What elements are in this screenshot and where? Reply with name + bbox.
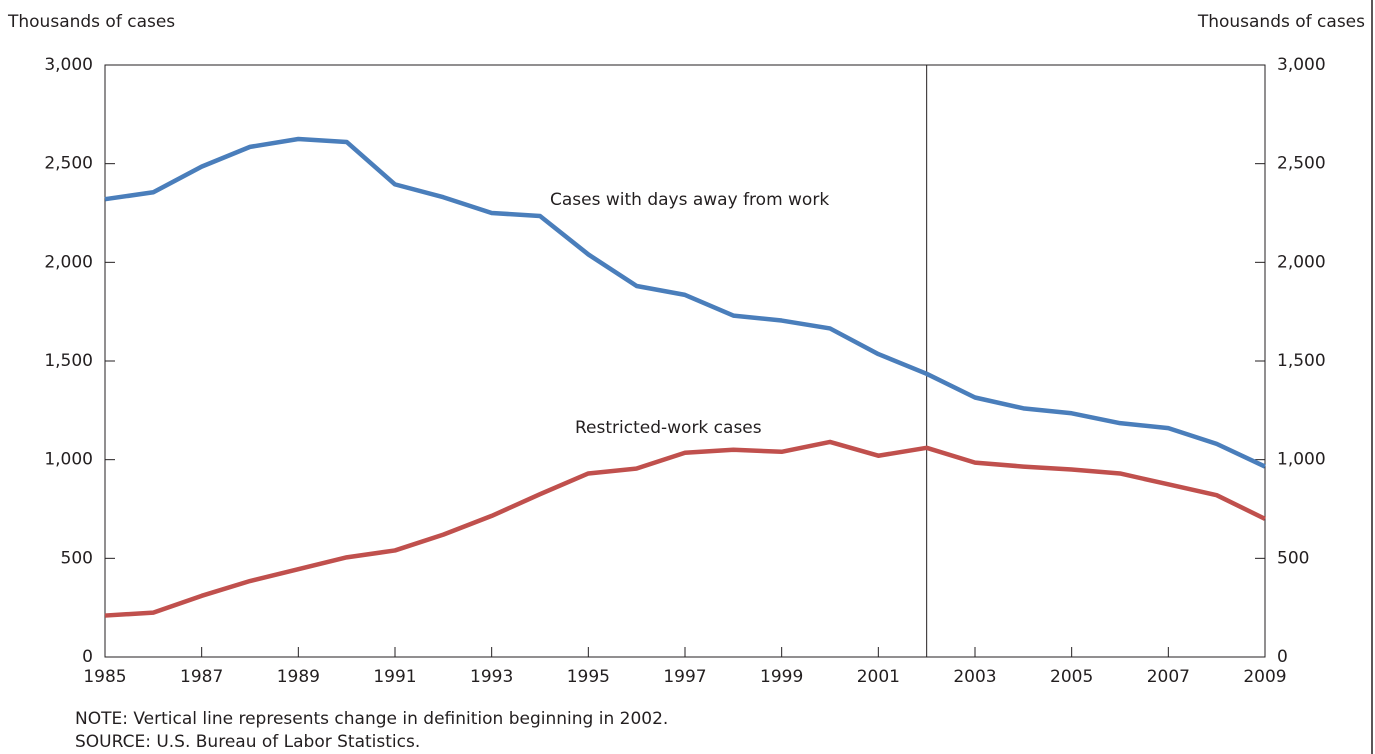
y-tick-label: 0 [82, 647, 93, 667]
y2-axis-label: Thousands of cases [1197, 12, 1365, 32]
y-tick-label: 1,000 [44, 450, 93, 470]
x-tick-label: 2007 [1147, 667, 1190, 687]
plot-frame [104, 64, 1266, 658]
x-tick-label: 1995 [567, 667, 610, 687]
x-tick-label: 1999 [760, 667, 803, 687]
y-axis-label: Thousands of cases [7, 12, 175, 32]
y2-tick-label: 3,000 [1277, 55, 1326, 75]
y-tick-label: 2,000 [44, 252, 93, 272]
x-tick-label: 1989 [277, 667, 320, 687]
series-line [104, 136, 1266, 469]
x-tick-label: 1993 [470, 667, 513, 687]
y-tick-label: 500 [61, 548, 93, 568]
x-tick-label: 1991 [373, 667, 416, 687]
y2-tick-label: 0 [1277, 647, 1288, 667]
y2-tick-label: 500 [1277, 548, 1309, 568]
y2-tick-label: 1,500 [1277, 351, 1326, 371]
y-tick-label: 1,500 [44, 351, 93, 371]
x-tick-label: 2003 [953, 667, 996, 687]
x-tick-label: 1987 [180, 667, 223, 687]
x-tick-label: 1985 [83, 667, 126, 687]
y-tick-label: 2,500 [44, 154, 93, 174]
y2-tick-label: 2,000 [1277, 252, 1326, 272]
series-line [104, 439, 1266, 618]
note: NOTE: Vertical line represents change in… [75, 709, 668, 729]
series-label: Restricted-work cases [575, 418, 762, 438]
source: SOURCE: U.S. Bureau of Labor Statistics. [75, 732, 420, 752]
y-tick-label: 3,000 [44, 55, 93, 75]
y2-tick-label: 1,000 [1277, 450, 1326, 470]
x-tick-label: 2009 [1243, 667, 1286, 687]
x-tick-label: 2005 [1050, 667, 1093, 687]
x-tick-label: 1997 [663, 667, 706, 687]
x-tick-label: 2001 [857, 667, 900, 687]
y2-tick-label: 2,500 [1277, 154, 1326, 174]
series-label: Cases with days away from work [550, 190, 829, 210]
